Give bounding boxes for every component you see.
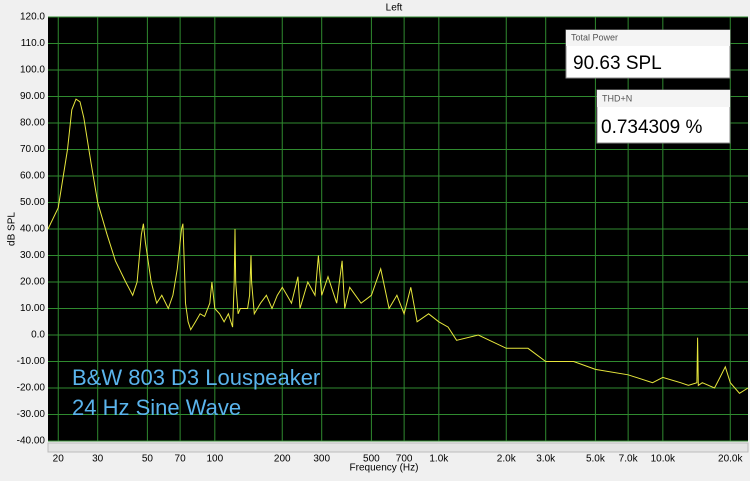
y-tick-label: 120.0 [20, 12, 45, 23]
y-tick-label: -10.00 [17, 356, 46, 367]
panel-header [566, 30, 730, 46]
y-tick-label: 50.00 [20, 197, 45, 208]
y-tick-label: 20.00 [20, 277, 45, 288]
panel-value: 0.734309 % [601, 117, 703, 138]
x-tick-label: 20.0k [718, 454, 743, 465]
y-tick-label: 100.0 [20, 65, 45, 76]
x-tick-label: 50 [142, 454, 154, 465]
x-tick-label: 5.0k [586, 454, 606, 465]
x-axis-label: Frequency (Hz) [350, 463, 419, 474]
y-axis-label: dB SPL [7, 212, 18, 246]
y-tick-label: -30.00 [17, 409, 46, 420]
panel-header [597, 90, 730, 107]
x-tick-label: 1.0k [429, 454, 449, 465]
panel: THD+N 0.734309 % [596, 89, 731, 144]
y-tick-label: 80.00 [20, 118, 45, 129]
x-tick-label: 500 [363, 454, 380, 465]
y-tick-label: 40.00 [20, 224, 45, 235]
x-tick-label: 300 [313, 454, 330, 465]
panel-title: Total Power [571, 32, 618, 42]
y-tick-label: 110.0 [21, 38, 46, 49]
x-tick-label: 7.0k [619, 454, 639, 465]
scrollbar[interactable] [47, 442, 749, 453]
x-tick-label: 20 [53, 454, 65, 465]
x-tick-label: 200 [274, 454, 291, 465]
spectrum-line [47, 98, 749, 394]
annotation: 24 Hz Sine Wave [72, 395, 241, 420]
panel: Total Power 90.63 SPL [565, 29, 731, 79]
annotation: B&W 803 D3 Louspeaker [72, 365, 320, 390]
panel-value: 90.63 SPL [573, 53, 662, 74]
y-tick-label: 60.00 [20, 171, 45, 182]
x-tick-label: 3.0k [536, 454, 556, 465]
x-tick-label: 30 [92, 454, 104, 465]
chart-title: Left [386, 3, 403, 14]
y-tick-label: 70.00 [20, 144, 45, 155]
y-tick-label: 30.00 [20, 250, 45, 261]
y-tick-label: -20.00 [17, 383, 46, 394]
x-tick-label: 100 [206, 454, 223, 465]
x-tick-label: 2.0k [497, 454, 517, 465]
panel-title: THD+N [602, 93, 632, 103]
y-tick-label: -40.00 [17, 436, 46, 447]
x-tick-label: 700 [396, 454, 413, 465]
x-tick-label: 70 [175, 454, 187, 465]
x-tick-label: 10.0k [651, 454, 676, 465]
y-tick-label: 10.00 [20, 303, 45, 314]
marks [47, 98, 749, 394]
y-tick-label: 90.00 [20, 91, 45, 102]
y-tick-label: 0.0 [31, 330, 45, 341]
